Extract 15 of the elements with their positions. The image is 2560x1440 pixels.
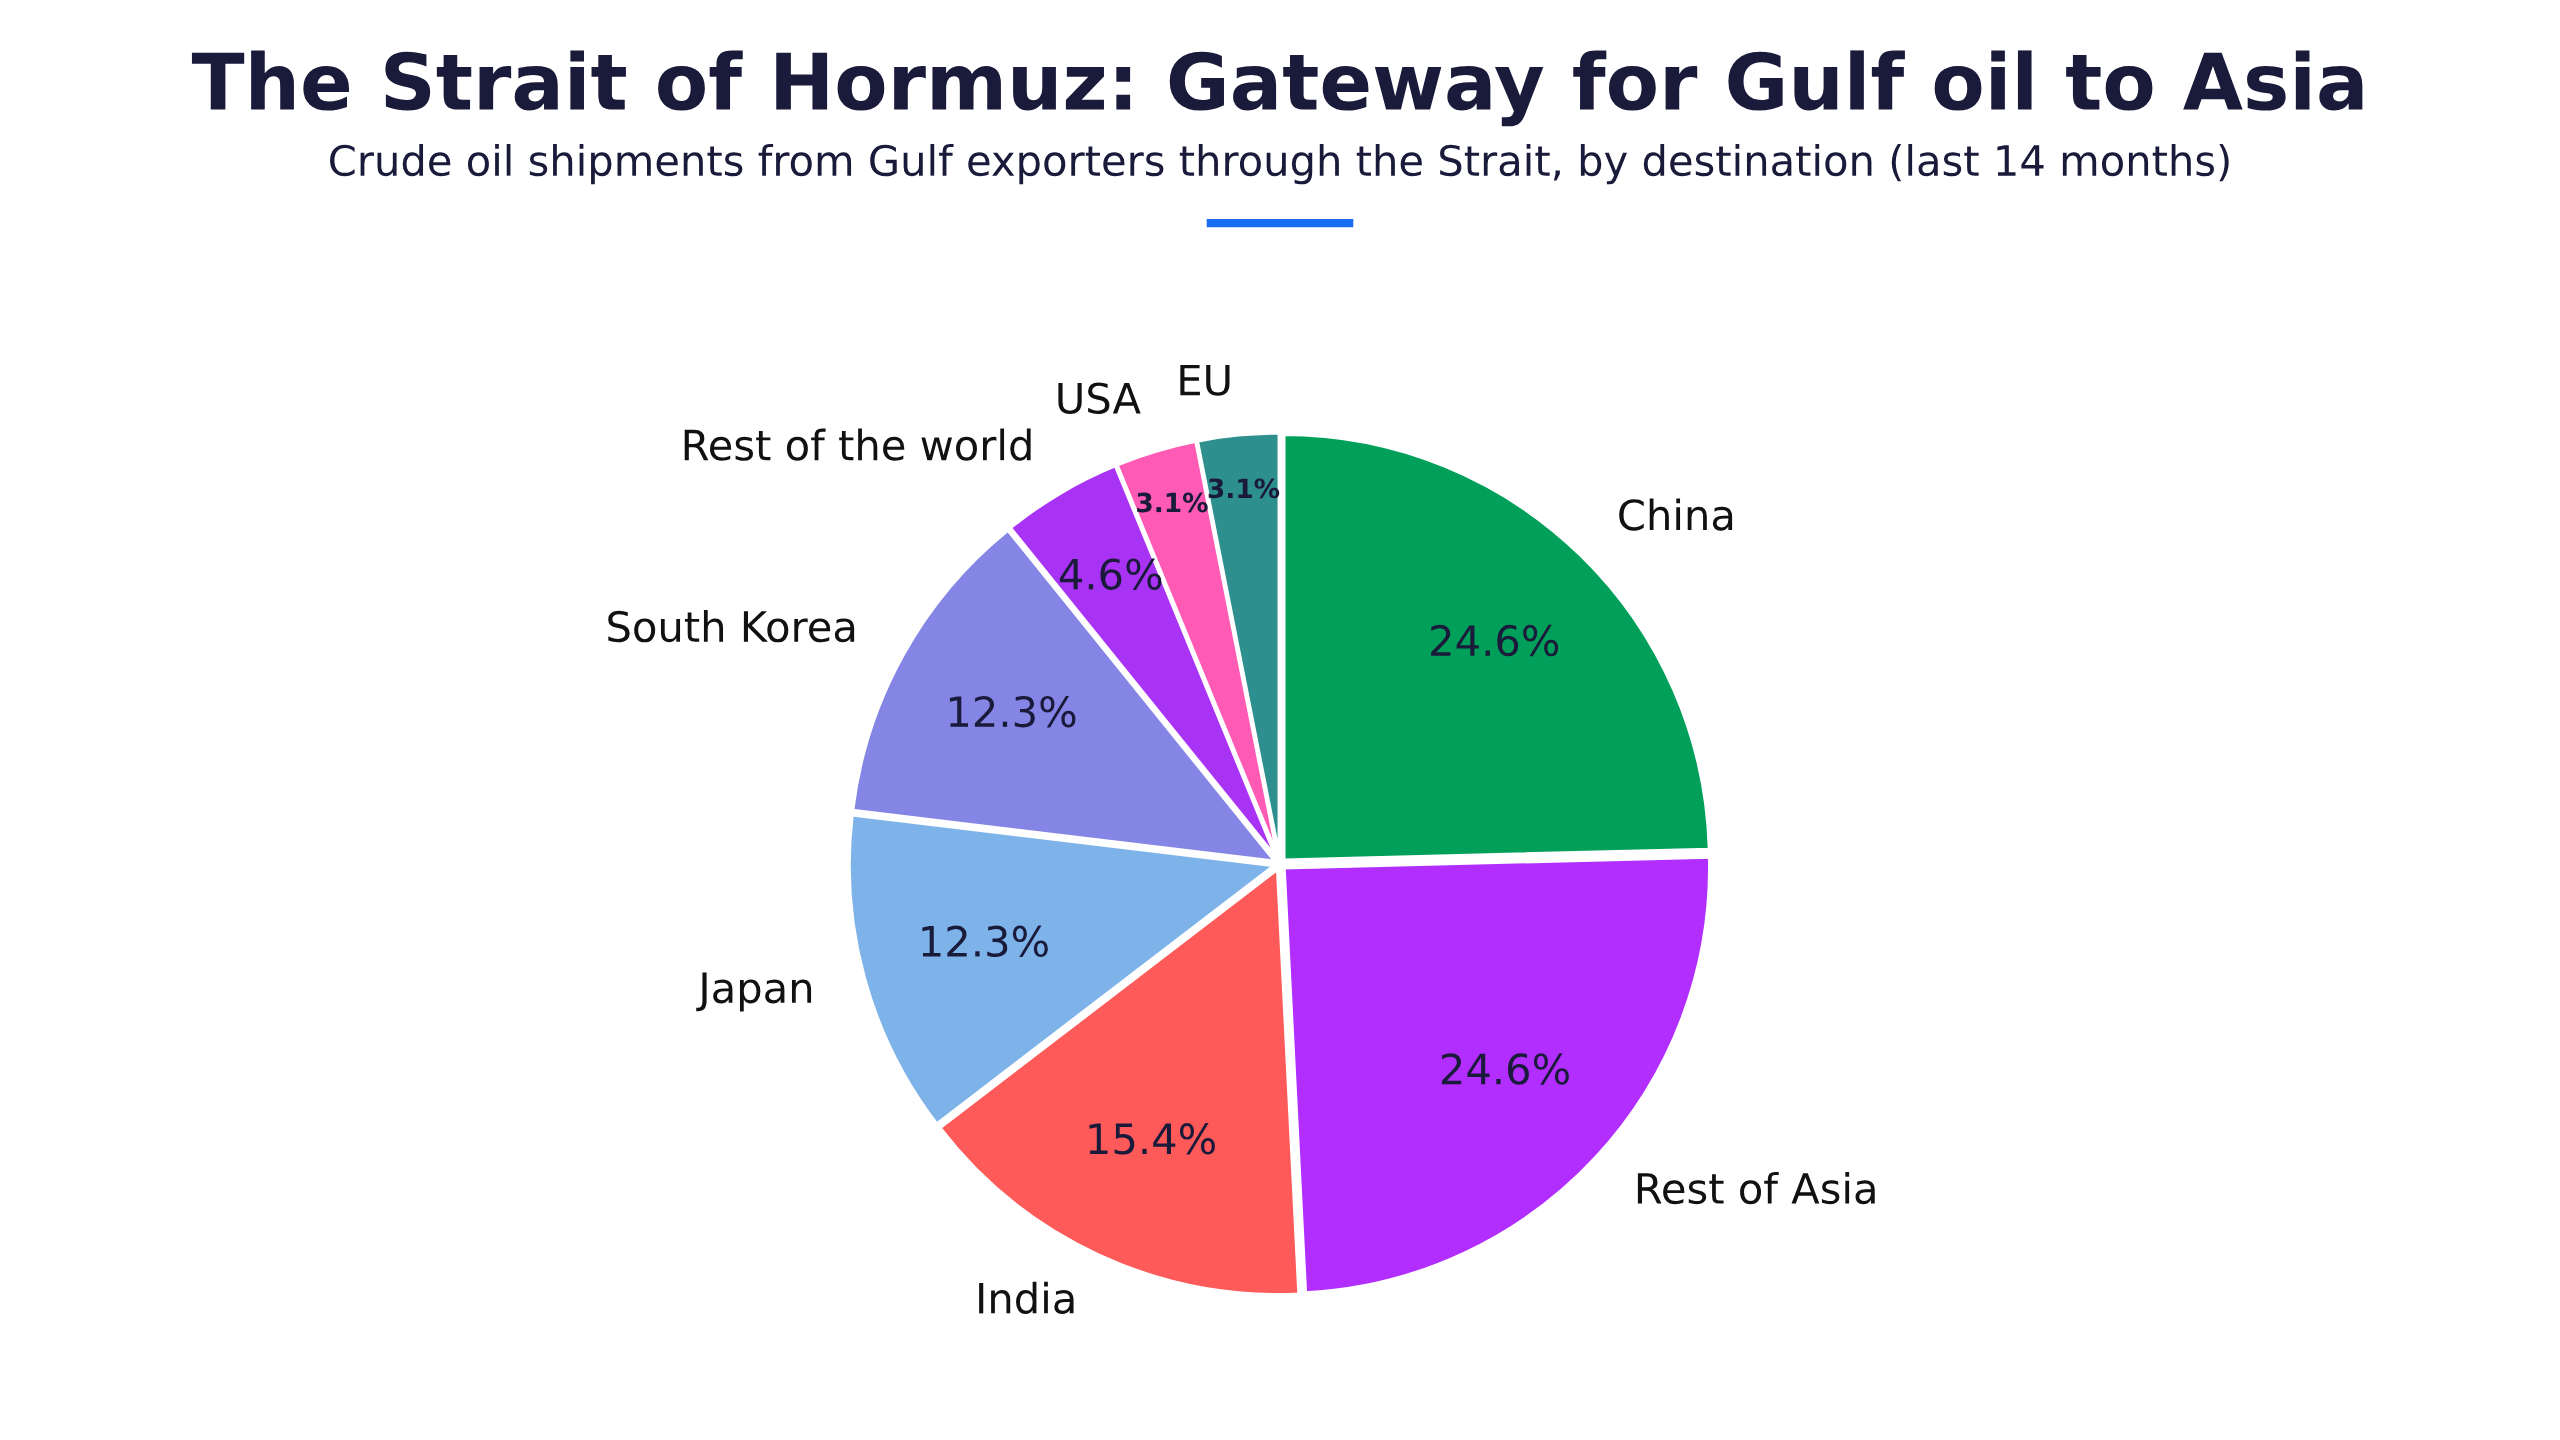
slice-label: China — [1619, 498, 1733, 531]
slice-label: Japan — [696, 972, 812, 1012]
slice-label: USA — [1058, 382, 1141, 415]
slice-label: Rest of Asia — [1637, 1171, 1875, 1205]
data-label: 15.4% — [1089, 1123, 1215, 1155]
slice-label: EU — [1180, 364, 1230, 396]
chart-title: The Strait of Hormuz: Gateway for Gulf oil to Asia — [191, 50, 2363, 127]
data-label: 12.3% — [922, 925, 1048, 958]
data-label: 12.3% — [949, 695, 1076, 728]
slice-label: India — [979, 1281, 1074, 1314]
slice-label: South Korea — [608, 610, 855, 643]
slice-label: Rest of the world — [684, 428, 1031, 461]
data-label: 24.6% — [1441, 1053, 1569, 1085]
chart-subtitle: Crude oil shipments from Gulf exporters through the Strait, by destination (last 14 months) — [330, 144, 2229, 185]
data-label: 24.6% — [1431, 624, 1559, 657]
